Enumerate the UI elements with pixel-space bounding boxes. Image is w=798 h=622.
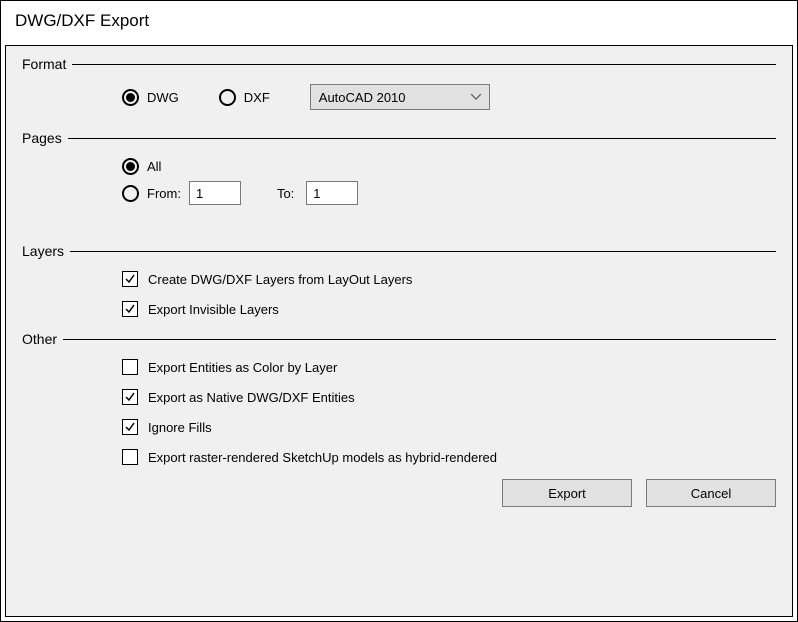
button-row: Export Cancel — [22, 479, 776, 507]
checkbox-export-invisible[interactable] — [122, 301, 138, 317]
radio-dwg[interactable] — [122, 89, 139, 106]
cancel-button[interactable]: Cancel — [646, 479, 776, 507]
from-input[interactable] — [189, 181, 241, 205]
radio-dxf[interactable] — [219, 89, 236, 106]
dialog-content: Format DWG DXF AutoCAD 2010 — [5, 45, 793, 617]
layers-label: Layers — [22, 243, 64, 259]
to-label: To: — [277, 186, 294, 201]
ignore-fills-label: Ignore Fills — [148, 420, 212, 435]
format-label: Format — [22, 56, 66, 72]
radio-pages-all[interactable] — [122, 158, 139, 175]
native-entities-label: Export as Native DWG/DXF Entities — [148, 390, 355, 405]
layers-section-body: Create DWG/DXF Layers from LayOut Layers… — [22, 271, 776, 317]
checkbox-create-layers[interactable] — [122, 271, 138, 287]
radio-dwg-group[interactable]: DWG — [122, 89, 179, 106]
radio-pages-all-label: All — [147, 159, 161, 174]
other-section-body: Export Entities as Color by Layer Export… — [22, 359, 776, 465]
dwg-dxf-export-dialog: DWG/DXF Export Format DWG DXF AutoCAD 20… — [1, 1, 797, 621]
format-section-header: Format — [22, 56, 776, 72]
divider-line — [70, 251, 776, 252]
radio-pages-from[interactable] — [122, 185, 139, 202]
checkbox-native-entities[interactable] — [122, 389, 138, 405]
radio-dxf-label: DXF — [244, 90, 270, 105]
radio-dxf-group[interactable]: DXF — [219, 89, 270, 106]
layers-section-header: Layers — [22, 243, 776, 259]
other-label: Other — [22, 331, 57, 347]
pages-label: Pages — [22, 130, 62, 146]
dialog-title: DWG/DXF Export — [1, 1, 797, 41]
other-section-header: Other — [22, 331, 776, 347]
color-by-layer-label: Export Entities as Color by Layer — [148, 360, 337, 375]
checkbox-ignore-fills[interactable] — [122, 419, 138, 435]
autocad-version-select[interactable]: AutoCAD 2010 — [310, 84, 490, 110]
chevron-down-icon — [471, 94, 481, 100]
from-label: From: — [147, 186, 181, 201]
format-section-body: DWG DXF AutoCAD 2010 — [22, 84, 776, 110]
create-layers-label: Create DWG/DXF Layers from LayOut Layers — [148, 272, 412, 287]
checkbox-color-by-layer[interactable] — [122, 359, 138, 375]
pages-section-body: All From: To: — [22, 158, 776, 235]
divider-line — [63, 339, 776, 340]
divider-line — [72, 64, 776, 65]
raster-hybrid-label: Export raster-rendered SketchUp models a… — [148, 450, 497, 465]
divider-line — [68, 138, 776, 139]
export-invisible-label: Export Invisible Layers — [148, 302, 279, 317]
autocad-version-value: AutoCAD 2010 — [319, 90, 406, 105]
export-button[interactable]: Export — [502, 479, 632, 507]
radio-dwg-label: DWG — [147, 90, 179, 105]
to-input[interactable] — [306, 181, 358, 205]
pages-section-header: Pages — [22, 130, 776, 146]
checkbox-raster-hybrid[interactable] — [122, 449, 138, 465]
